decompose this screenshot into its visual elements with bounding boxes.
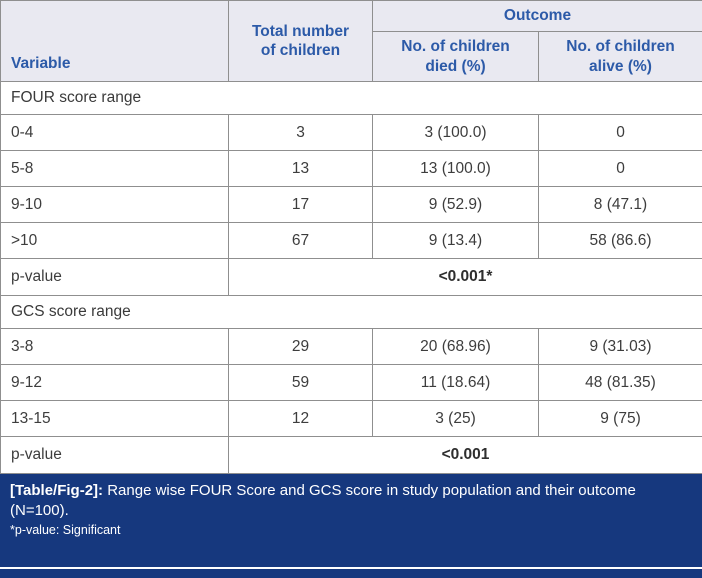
cell-died: 20 (68.96) xyxy=(372,328,539,365)
cell-died: 3 (25) xyxy=(372,400,539,437)
table-row: 9-10 17 9 (52.9) 8 (47.1) xyxy=(0,186,702,223)
col-header-died: No. of children died (%) xyxy=(372,31,539,82)
table-row: 9-12 59 11 (18.64) 48 (81.35) xyxy=(0,364,702,401)
caption-label: [Table/Fig-2]: xyxy=(10,482,104,499)
cell-alive: 9 (75) xyxy=(538,400,702,437)
section-title: GCS score range xyxy=(0,295,702,329)
cell-variable: 9-10 xyxy=(0,186,229,223)
cell-died: 3 (100.0) xyxy=(372,114,539,151)
cell-variable: 0-4 xyxy=(0,114,229,151)
cell-died: 11 (18.64) xyxy=(372,364,539,401)
table-caption-bar: [Table/Fig-2]: Range wise FOUR Score and… xyxy=(0,474,702,578)
cell-alive: 0 xyxy=(538,150,702,187)
table-row: >10 67 9 (13.4) 58 (86.6) xyxy=(0,222,702,259)
cell-variable: >10 xyxy=(0,222,229,259)
p-value-row-four: p-value <0.001* xyxy=(0,258,702,296)
cell-total: 17 xyxy=(228,186,373,223)
cell-alive: 8 (47.1) xyxy=(538,186,702,223)
table-row: 0-4 3 3 (100.0) 0 xyxy=(0,114,702,151)
p-value-row-gcs: p-value <0.001 xyxy=(0,436,702,474)
cell-total: 13 xyxy=(228,150,373,187)
header-row-outcome: Variable Total number of children Outcom… xyxy=(0,0,702,82)
cell-total: 29 xyxy=(228,328,373,365)
cell-died: 9 (52.9) xyxy=(372,186,539,223)
table-caption: [Table/Fig-2]: Range wise FOUR Score and… xyxy=(10,481,670,520)
section-header-four-score: FOUR score range xyxy=(0,81,702,115)
col-header-alive: No. of children alive (%) xyxy=(538,31,702,82)
cell-total: 12 xyxy=(228,400,373,437)
col-header-variable: Variable xyxy=(0,0,229,82)
cell-total: 67 xyxy=(228,222,373,259)
cell-total: 3 xyxy=(228,114,373,151)
p-value-label: p-value xyxy=(0,258,229,296)
section-header-gcs-score: GCS score range xyxy=(0,295,702,329)
caption-bottom-rule xyxy=(0,567,702,569)
cell-variable: 13-15 xyxy=(0,400,229,437)
cell-died: 13 (100.0) xyxy=(372,150,539,187)
results-table: Variable Total number of children Outcom… xyxy=(0,0,702,474)
cell-variable: 5-8 xyxy=(0,150,229,187)
cell-total: 59 xyxy=(228,364,373,401)
p-value-label: p-value xyxy=(0,436,229,474)
p-value-gcs-score: <0.001 xyxy=(228,436,702,474)
cell-died: 9 (13.4) xyxy=(372,222,539,259)
cell-variable: 3-8 xyxy=(0,328,229,365)
section-title: FOUR score range xyxy=(0,81,702,115)
cell-alive: 48 (81.35) xyxy=(538,364,702,401)
caption-text: Range wise FOUR Score and GCS score in s… xyxy=(10,482,636,519)
cell-variable: 9-12 xyxy=(0,364,229,401)
caption-footnote: *p-value: Significant xyxy=(10,523,121,537)
table-row: 13-15 12 3 (25) 9 (75) xyxy=(0,400,702,437)
cell-alive: 9 (31.03) xyxy=(538,328,702,365)
cell-alive: 0 xyxy=(538,114,702,151)
col-header-outcome: Outcome xyxy=(372,0,702,32)
col-header-total-children: Total number of children xyxy=(228,0,373,82)
table-row: 3-8 29 20 (68.96) 9 (31.03) xyxy=(0,328,702,365)
header-row-subcolumns: No. of children died (%) No. of children… xyxy=(1,31,702,82)
table-row: 5-8 13 13 (100.0) 0 xyxy=(0,150,702,187)
p-value-four-score: <0.001* xyxy=(228,258,702,296)
cell-alive: 58 (86.6) xyxy=(538,222,702,259)
